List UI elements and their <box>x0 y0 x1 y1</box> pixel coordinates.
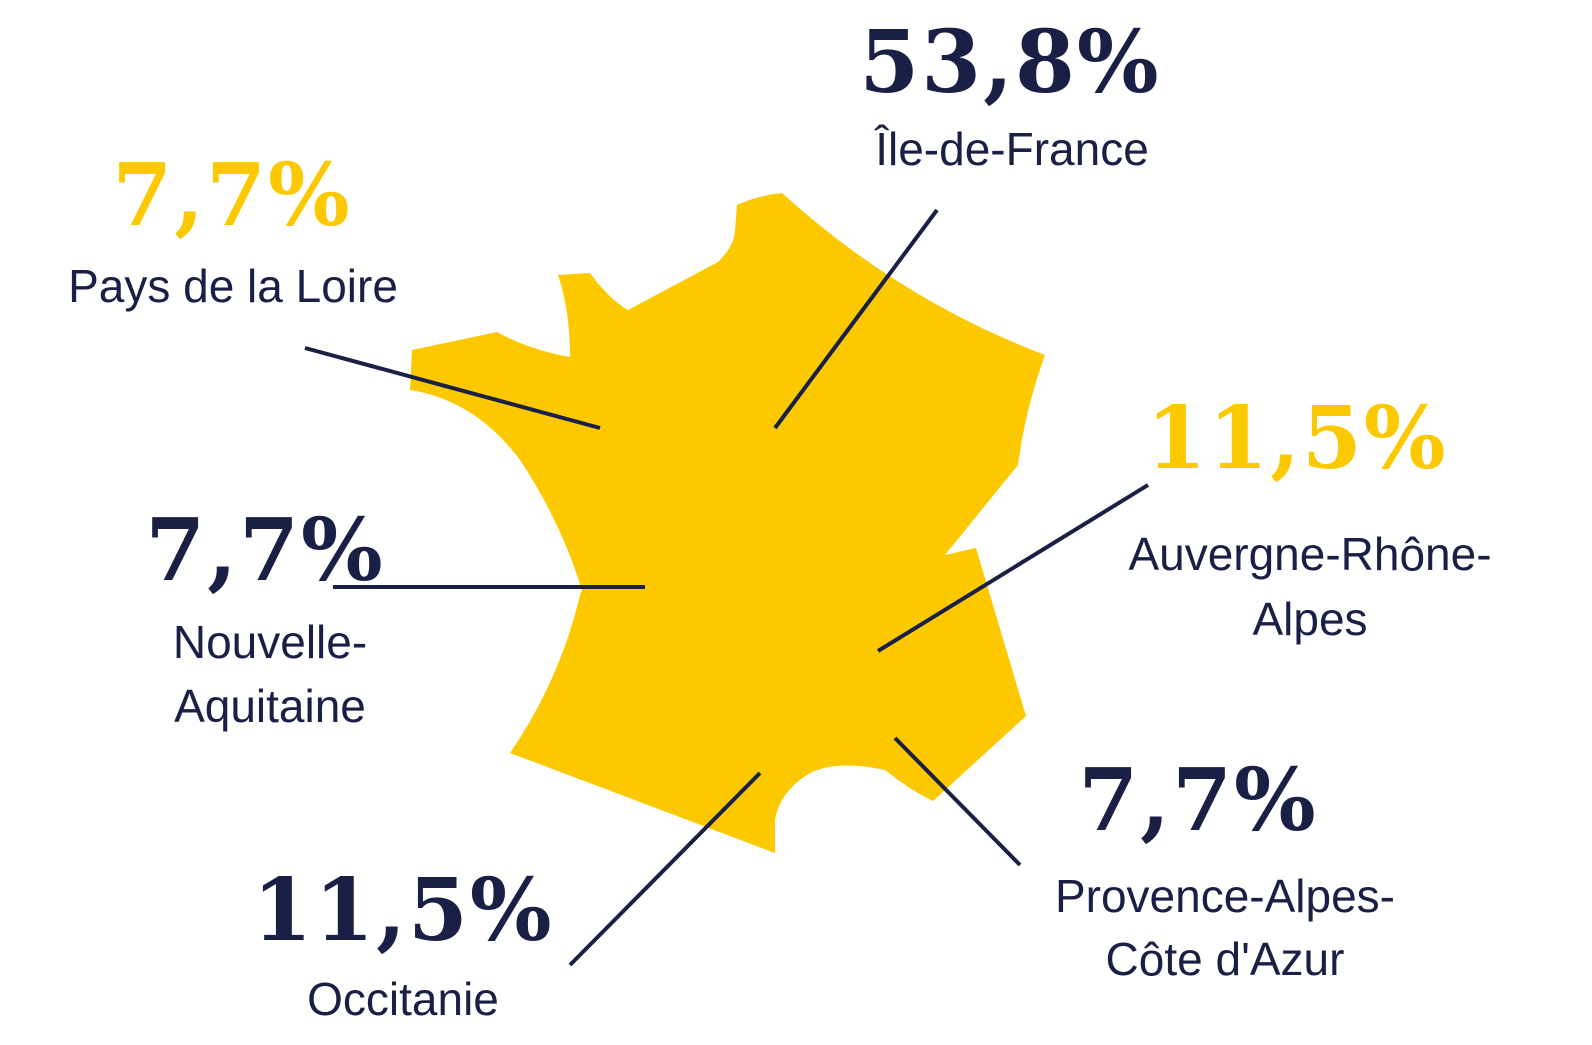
region-name: Alpes <box>1252 593 1367 645</box>
region-value: 53,8% <box>859 12 1160 113</box>
region-value: 11,5% <box>1146 388 1447 489</box>
region-name: Nouvelle- <box>173 616 367 668</box>
region-name: Provence-Alpes- <box>1055 870 1395 922</box>
region-value: 7,7% <box>1078 750 1317 851</box>
region-value: 11,5% <box>252 860 553 961</box>
labels: 53,8% Île-de-France 7,7% Pays de la Loire 11… <box>68 12 1491 1025</box>
region-value: 7,7% <box>112 145 351 246</box>
region-name: Pays de la Loire <box>68 260 398 312</box>
leader-lines <box>304 208 1150 967</box>
region-name: Île-de-France <box>873 123 1149 175</box>
leader-line <box>773 208 939 430</box>
leader-line <box>876 483 1150 653</box>
region-name: Occitanie <box>307 973 499 1025</box>
leader-line <box>568 771 762 967</box>
region-value: 7,7% <box>145 500 384 601</box>
region-name: Auvergne-Rhône- <box>1128 528 1491 580</box>
region-name: Aquitaine <box>174 680 366 732</box>
leader-line <box>304 346 601 430</box>
france-shape <box>410 193 1045 853</box>
region-name: Côte d'Azur <box>1106 933 1345 985</box>
leader-line <box>893 736 1022 867</box>
